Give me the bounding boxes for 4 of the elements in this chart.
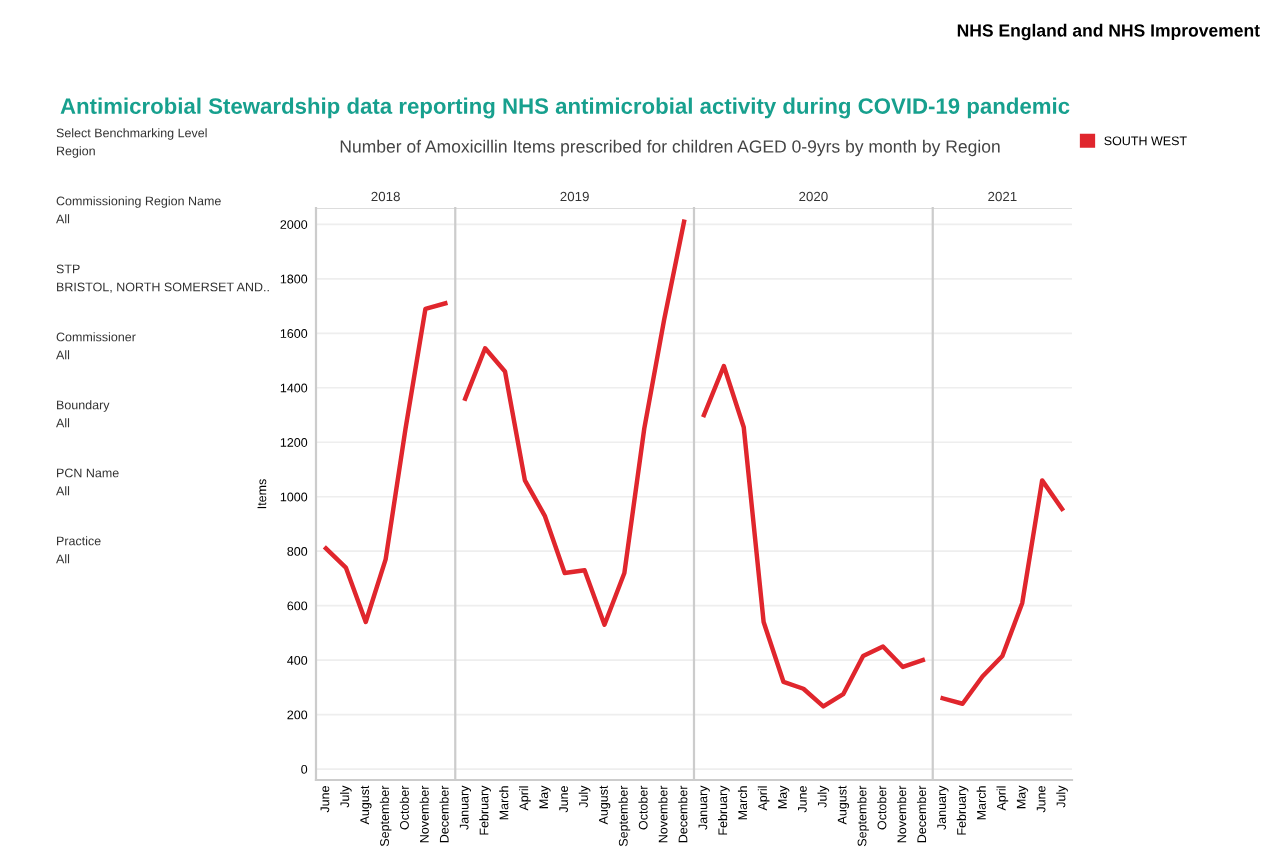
text: Number of Amoxicillin Items prescribed for children AGED 0-9yrs by month by Region <box>340 139 1000 157</box>
text: Antimicrobial Stewardship data reporting NHS antimicrobial activity during COVID-19 pandemic <box>60 97 1070 119</box>
text: NHS England and NHS Improvement <box>957 23 1260 41</box>
line-series <box>323 301 448 625</box>
